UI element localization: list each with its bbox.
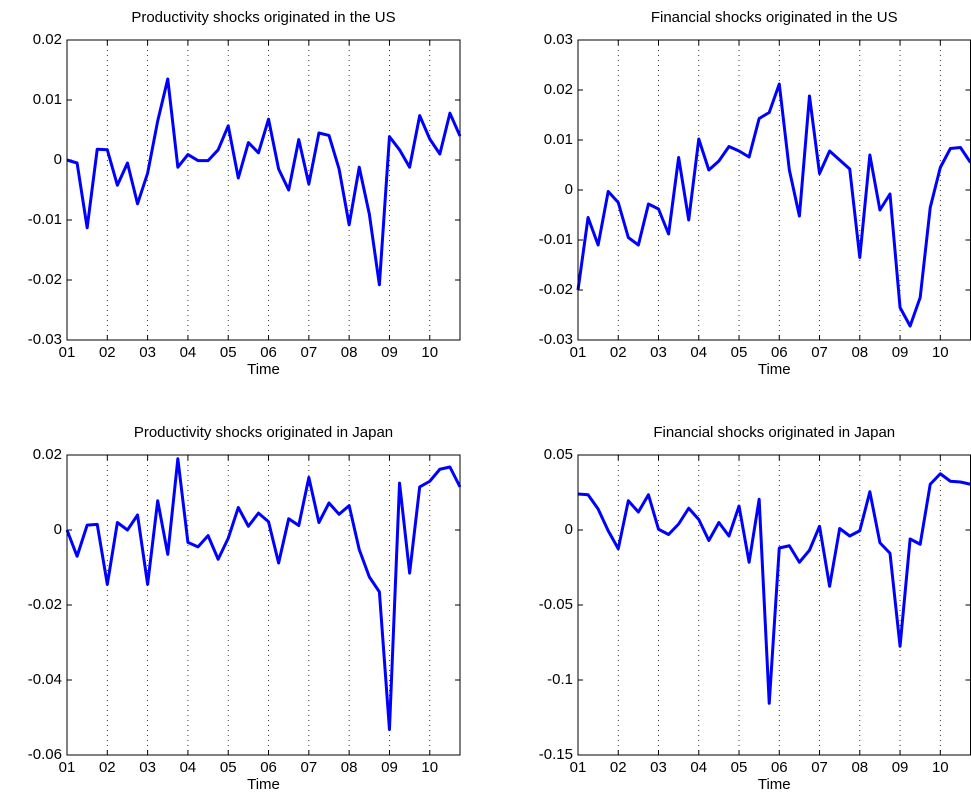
y-tick-label: 0.03 xyxy=(544,31,573,48)
y-tick-label: -0.06 xyxy=(28,746,62,763)
plot-background xyxy=(578,40,971,340)
x-axis-label: Time xyxy=(247,361,280,378)
x-tick-label: 01 xyxy=(59,344,76,361)
chart-title: Productivity shocks originated in Japan xyxy=(134,424,393,441)
x-tick-label: 10 xyxy=(421,344,438,361)
x-tick-label: 02 xyxy=(610,759,627,776)
x-tick-label: 09 xyxy=(381,759,398,776)
x-tick-label: 09 xyxy=(892,759,909,776)
x-tick-label: 08 xyxy=(851,344,868,361)
y-tick-label: -0.01 xyxy=(28,211,62,228)
axes-box xyxy=(66,454,461,756)
data-line xyxy=(66,77,462,287)
x-tick-label: 06 xyxy=(260,344,277,361)
x-tick-label: 08 xyxy=(851,759,868,776)
data-line xyxy=(577,472,971,705)
y-tick-label: 0.02 xyxy=(33,446,62,463)
x-tick-label: 05 xyxy=(731,759,748,776)
x-tick-label: 03 xyxy=(650,344,667,361)
x-axis-label: Time xyxy=(758,361,791,378)
x-tick-label: 02 xyxy=(610,344,627,361)
x-tick-label: 05 xyxy=(731,344,748,361)
y-tick-label: -0.15 xyxy=(539,746,573,763)
chart-title: Productivity shocks originated in the US xyxy=(131,9,395,26)
x-tick-label: 07 xyxy=(301,344,318,361)
x-tick-label: 02 xyxy=(99,759,116,776)
y-tick-label: -0.05 xyxy=(539,596,573,613)
y-tick-label: 0.01 xyxy=(33,91,62,108)
y-tick-label: -0.02 xyxy=(28,596,62,613)
x-axis-label: Time xyxy=(758,776,791,793)
x-tick-label: 02 xyxy=(99,344,116,361)
x-tick-label: 04 xyxy=(180,759,197,776)
x-tick-label: 06 xyxy=(260,759,277,776)
x-tick-label: 09 xyxy=(381,344,398,361)
x-tick-label: 09 xyxy=(892,344,909,361)
x-tick-label: 05 xyxy=(220,344,237,361)
plot-background xyxy=(67,40,460,340)
x-tick-label: 01 xyxy=(570,344,587,361)
chart-title: Financial shocks originated in Japan xyxy=(653,424,895,441)
x-axis-label: Time xyxy=(247,776,280,793)
x-tick-label: 06 xyxy=(771,344,788,361)
x-tick-label: 10 xyxy=(932,759,949,776)
chart-title: Financial shocks originated in the US xyxy=(651,9,898,26)
x-tick-label: 08 xyxy=(341,759,358,776)
x-tick-label: 05 xyxy=(220,759,237,776)
x-tick-label: 03 xyxy=(139,344,156,361)
y-tick-label: -0.1 xyxy=(547,671,573,688)
x-tick-label: 06 xyxy=(771,759,788,776)
y-tick-label: 0 xyxy=(565,521,573,538)
axes-box xyxy=(66,39,461,341)
x-tick-label: 04 xyxy=(690,759,707,776)
x-tick-label: 07 xyxy=(811,344,828,361)
x-tick-label: 10 xyxy=(421,759,438,776)
y-tick-label: -0.02 xyxy=(539,281,573,298)
x-tick-label: 04 xyxy=(180,344,197,361)
x-tick-label: 08 xyxy=(341,344,358,361)
x-tick-label: 07 xyxy=(811,759,828,776)
x-tick-label: 07 xyxy=(301,759,318,776)
y-tick-label: 0.05 xyxy=(544,446,573,463)
y-tick-label: 0.02 xyxy=(33,31,62,48)
y-tick-label: 0.02 xyxy=(544,81,573,98)
y-tick-label: -0.01 xyxy=(539,231,573,248)
y-tick-label: -0.02 xyxy=(28,271,62,288)
y-tick-label: 0 xyxy=(54,521,62,538)
x-tick-label: 03 xyxy=(650,759,667,776)
y-tick-label: -0.03 xyxy=(28,331,62,348)
y-tick-label: 0 xyxy=(565,181,573,198)
x-tick-label: 01 xyxy=(59,759,76,776)
x-tick-label: 10 xyxy=(932,344,949,361)
data-line xyxy=(576,82,971,328)
x-tick-label: 03 xyxy=(139,759,156,776)
x-tick-label: 01 xyxy=(570,759,587,776)
data-line xyxy=(65,457,462,731)
y-tick-label: 0.01 xyxy=(544,131,573,148)
y-tick-label: -0.03 xyxy=(539,331,573,348)
y-tick-label: 0 xyxy=(54,151,62,168)
x-tick-label: 04 xyxy=(690,344,707,361)
y-tick-label: -0.04 xyxy=(28,671,62,688)
